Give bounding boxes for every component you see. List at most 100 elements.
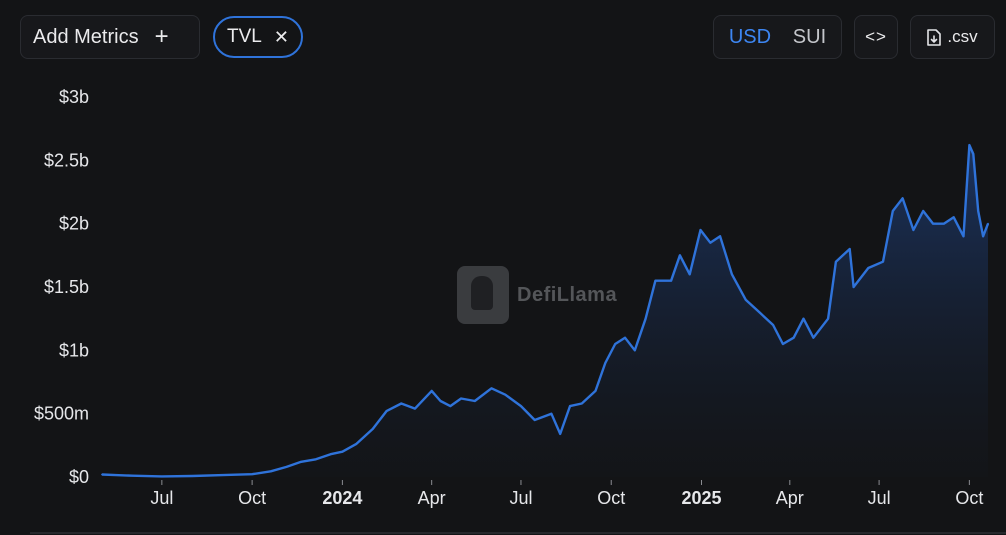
data-point bbox=[942, 222, 945, 225]
data-point bbox=[341, 450, 344, 453]
x-axis: Jul Oct 2024 Apr Jul Oct 2025 Apr Jul Oct bbox=[30, 480, 1006, 534]
data-point bbox=[285, 466, 288, 468]
data-point bbox=[439, 400, 442, 402]
data-point bbox=[533, 419, 536, 421]
currency-option-sui[interactable]: SUI bbox=[792, 25, 827, 48]
data-point bbox=[473, 400, 476, 402]
data-point bbox=[758, 311, 761, 314]
y-tick-label: $2.5b bbox=[44, 150, 89, 170]
data-point bbox=[987, 222, 989, 225]
data-point bbox=[772, 324, 774, 326]
data-point bbox=[719, 235, 721, 238]
data-point bbox=[670, 279, 672, 282]
y-tick-label: $1b bbox=[59, 340, 89, 360]
data-point bbox=[932, 222, 934, 225]
data-point bbox=[802, 317, 805, 320]
data-point bbox=[614, 343, 617, 345]
data-point bbox=[644, 317, 647, 320]
data-point bbox=[385, 410, 388, 412]
data-point bbox=[827, 317, 829, 320]
data-point bbox=[355, 443, 357, 445]
data-point bbox=[430, 390, 433, 392]
data-point bbox=[624, 336, 626, 339]
data-point bbox=[852, 286, 855, 288]
download-csv-button[interactable]: .csv bbox=[910, 15, 995, 59]
data-point bbox=[901, 197, 904, 200]
data-point bbox=[731, 273, 733, 276]
embed-button[interactable]: <> bbox=[854, 15, 898, 59]
data-point bbox=[977, 210, 980, 212]
file-download-icon bbox=[927, 28, 942, 46]
x-tick-label: Oct bbox=[238, 488, 266, 508]
data-point bbox=[699, 229, 702, 231]
close-icon[interactable]: ✕ bbox=[273, 27, 289, 47]
data-point bbox=[867, 267, 870, 269]
data-point bbox=[962, 235, 965, 238]
data-point bbox=[114, 474, 117, 476]
data-point bbox=[269, 470, 272, 473]
currency-toggle[interactable]: USD SUI bbox=[713, 15, 842, 59]
data-point bbox=[490, 387, 493, 390]
data-point bbox=[633, 349, 636, 352]
data-point bbox=[161, 475, 163, 478]
code-icon: <> bbox=[865, 27, 887, 46]
data-point bbox=[968, 144, 971, 147]
data-point bbox=[371, 428, 374, 430]
data-point bbox=[550, 412, 553, 415]
x-tick-label: Oct bbox=[597, 488, 625, 508]
data-point bbox=[251, 473, 254, 476]
add-metrics-button[interactable]: Add Metrics + bbox=[20, 15, 200, 59]
tvl-metric-chip[interactable]: TVL ✕ bbox=[213, 16, 303, 58]
x-tick-label: Jul bbox=[868, 488, 891, 508]
data-point bbox=[449, 405, 452, 407]
data-point bbox=[460, 397, 462, 400]
data-point bbox=[191, 475, 194, 477]
y-axis: $0 $500m $1b $1.5b $2b $2.5b $3b bbox=[34, 87, 89, 487]
data-point bbox=[580, 402, 583, 405]
data-point bbox=[891, 210, 894, 212]
y-tick-label: $500m bbox=[34, 404, 89, 424]
y-tick-label: $0 bbox=[69, 467, 89, 487]
data-point bbox=[922, 210, 925, 212]
data-point bbox=[559, 433, 562, 435]
data-point bbox=[679, 254, 681, 257]
data-point bbox=[654, 279, 657, 282]
tvl-chip-label: TVL bbox=[227, 26, 262, 47]
y-tick-label: $2b bbox=[59, 214, 89, 234]
data-point bbox=[835, 260, 837, 263]
data-point bbox=[504, 393, 507, 396]
data-point bbox=[569, 405, 571, 407]
data-point bbox=[414, 407, 416, 410]
add-metrics-label: Add Metrics bbox=[33, 25, 139, 48]
y-tick-label: $1.5b bbox=[44, 277, 89, 297]
data-point bbox=[221, 474, 224, 476]
data-point bbox=[972, 153, 975, 155]
data-point bbox=[982, 235, 984, 238]
defillama-watermark: DefiLlama bbox=[457, 266, 617, 324]
data-point bbox=[315, 458, 317, 461]
data-point bbox=[709, 241, 712, 244]
x-tick-label: Apr bbox=[776, 488, 804, 508]
data-point bbox=[400, 402, 403, 405]
watermark-brand: DefiLlama bbox=[517, 283, 618, 306]
data-point bbox=[848, 248, 851, 250]
tvl-points bbox=[101, 144, 989, 478]
x-tick-label: Oct bbox=[955, 488, 983, 508]
llama-logo-icon bbox=[457, 266, 509, 324]
x-tick-label: 2025 bbox=[681, 488, 721, 508]
data-point bbox=[300, 460, 303, 463]
data-point bbox=[812, 336, 815, 339]
data-point bbox=[792, 336, 795, 339]
csv-label: .csv bbox=[947, 27, 978, 46]
currency-option-usd[interactable]: USD bbox=[728, 25, 772, 48]
data-point bbox=[520, 405, 522, 407]
data-point bbox=[952, 216, 955, 219]
x-tick-label: Jul bbox=[509, 488, 532, 508]
data-point bbox=[912, 229, 915, 231]
data-point bbox=[744, 298, 747, 301]
data-point bbox=[782, 343, 784, 345]
plus-icon: + bbox=[154, 23, 169, 50]
data-point bbox=[688, 273, 691, 276]
tvl-area-fill bbox=[102, 145, 988, 477]
